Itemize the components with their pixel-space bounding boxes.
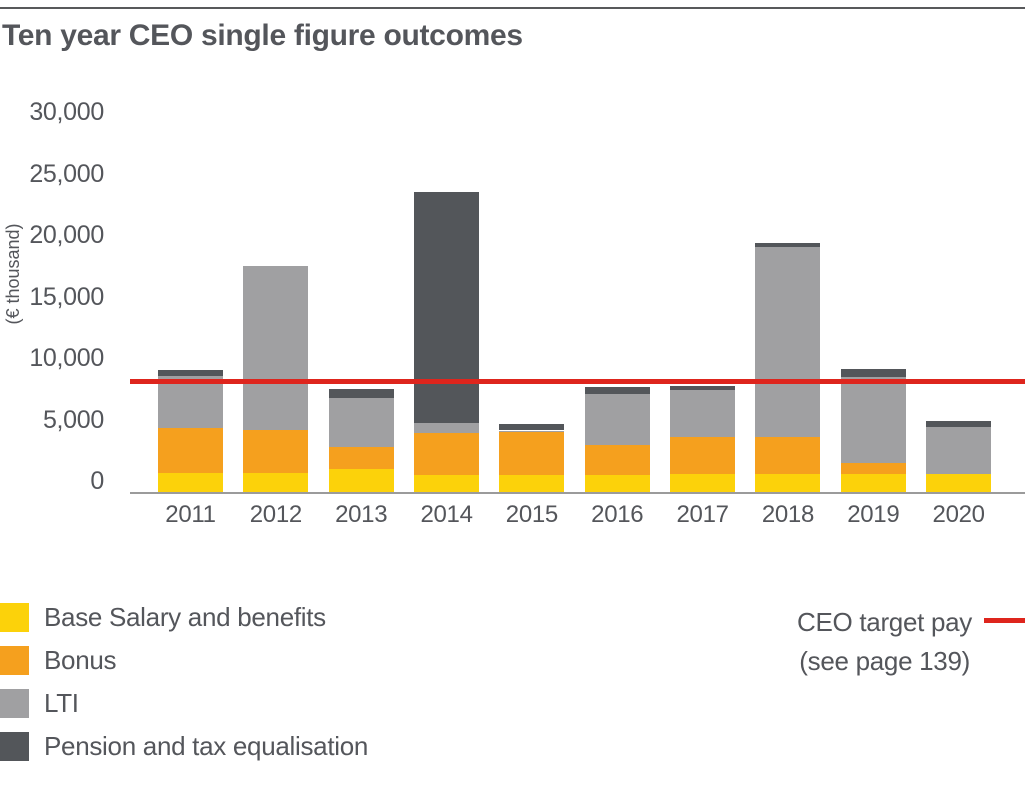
bar-segment-pension-2014	[414, 191, 480, 423]
bar-segment-base_salary-2013	[328, 469, 394, 492]
bar-segment-base_salary-2020	[926, 474, 992, 492]
x-tick-label: 2016	[591, 501, 644, 528]
bar-segment-pension-2018	[755, 242, 821, 248]
x-tick-label: 2018	[761, 501, 815, 528]
y-tick-label: 20,000	[29, 221, 104, 249]
bar-segment-lti-2017	[670, 389, 736, 438]
bar-segment-lti-2012	[243, 266, 309, 430]
bar-segment-bonus-2014	[414, 432, 480, 476]
bar-segment-lti-2018	[755, 247, 821, 438]
bar-segment-base_salary-2017	[670, 474, 736, 492]
bar-segment-pension-2015	[499, 423, 565, 431]
bar-segment-pension-2020	[926, 420, 992, 428]
legend-label: Pension and tax equalisation	[44, 730, 369, 761]
x-tick-label: 2012	[249, 501, 303, 528]
bar-segment-bonus-2013	[328, 447, 394, 470]
bar-segment-lti-2011	[158, 375, 223, 429]
bar-segment-base_salary-2019	[840, 474, 906, 492]
bar-segment-lti-2016	[584, 394, 650, 445]
y-tick-label: 30,000	[29, 98, 104, 126]
target-pay-line	[130, 378, 1025, 384]
legend-label: LTI	[44, 687, 79, 718]
bar-segment-bonus-2016	[584, 444, 650, 475]
legend-swatch-pension	[0, 731, 29, 761]
x-tick-label: 2019	[847, 501, 900, 528]
bar-segment-base_salary-2016	[584, 474, 650, 492]
bar-segment-bonus-2011	[158, 428, 223, 473]
bar-segment-lti-2013	[328, 397, 394, 448]
legend-item-base_salary: Base Salary and benefits	[0, 602, 368, 632]
x-tick-label: 2017	[676, 501, 729, 528]
bar-segment-bonus-2015	[499, 432, 565, 475]
bar-segment-bonus-2018	[755, 437, 821, 475]
bar-segment-lti-2020	[926, 427, 992, 475]
bar-segment-base_salary-2015	[499, 474, 565, 492]
legend-swatch-lti	[0, 688, 29, 718]
legend-label: Bonus	[44, 644, 117, 675]
target-pay-line-sample	[984, 618, 1025, 623]
y-tick-label: 10,000	[29, 344, 104, 372]
target-pay-label: CEO target pay	[797, 607, 972, 637]
bar-segment-pension-2016	[584, 387, 650, 395]
bar-segment-bonus-2012	[243, 429, 309, 473]
legend-swatch-base_salary	[0, 602, 29, 632]
y-tick-label: 25,000	[29, 159, 104, 188]
legend-label: Base Salary and benefits	[44, 601, 326, 632]
y-tick-label: 5,000	[42, 405, 104, 434]
legend-swatch-bonus	[0, 645, 29, 675]
bar-segment-lti-2015	[499, 430, 565, 433]
y-tick-label: 0	[90, 467, 104, 495]
x-tick-label: 2011	[165, 501, 216, 528]
bar-segment-bonus-2019	[840, 463, 906, 475]
y-tick-label: 15,000	[29, 282, 104, 311]
top-rule	[0, 7, 1025, 9]
legend-item-bonus: Bonus	[0, 645, 368, 675]
x-tick-label: 2014	[420, 501, 473, 528]
bar-segment-base_salary-2018	[755, 474, 821, 492]
bar-segment-base_salary-2011	[158, 472, 223, 492]
legend: Base Salary and benefits Bonus LTI Pension …	[0, 602, 368, 774]
chart-title: Ten year CEO single figure outcomes	[2, 19, 523, 52]
legend-item-lti: LTI	[0, 688, 368, 718]
bar-segment-lti-2019	[840, 376, 906, 464]
bar-segment-pension-2011	[158, 369, 223, 376]
bar-segment-pension-2013	[328, 389, 394, 398]
x-axis-line	[130, 492, 1025, 494]
bar-segment-pension-2019	[840, 369, 906, 377]
target-pay-note: (see page 139)	[799, 646, 970, 676]
bar-segment-base_salary-2014	[414, 475, 480, 492]
legend-item-pension: Pension and tax equalisation	[0, 731, 368, 761]
x-tick-label: 2015	[505, 501, 559, 528]
x-tick-label: 2020	[932, 501, 986, 528]
bar-segment-lti-2014	[414, 422, 480, 433]
bar-segment-base_salary-2012	[243, 472, 309, 492]
x-tick-label: 2013	[335, 501, 388, 528]
target-pay-annotation: CEO target pay (see page 139)	[722, 603, 972, 681]
bar-segment-pension-2017	[670, 385, 736, 390]
bar-segment-bonus-2017	[670, 437, 736, 475]
